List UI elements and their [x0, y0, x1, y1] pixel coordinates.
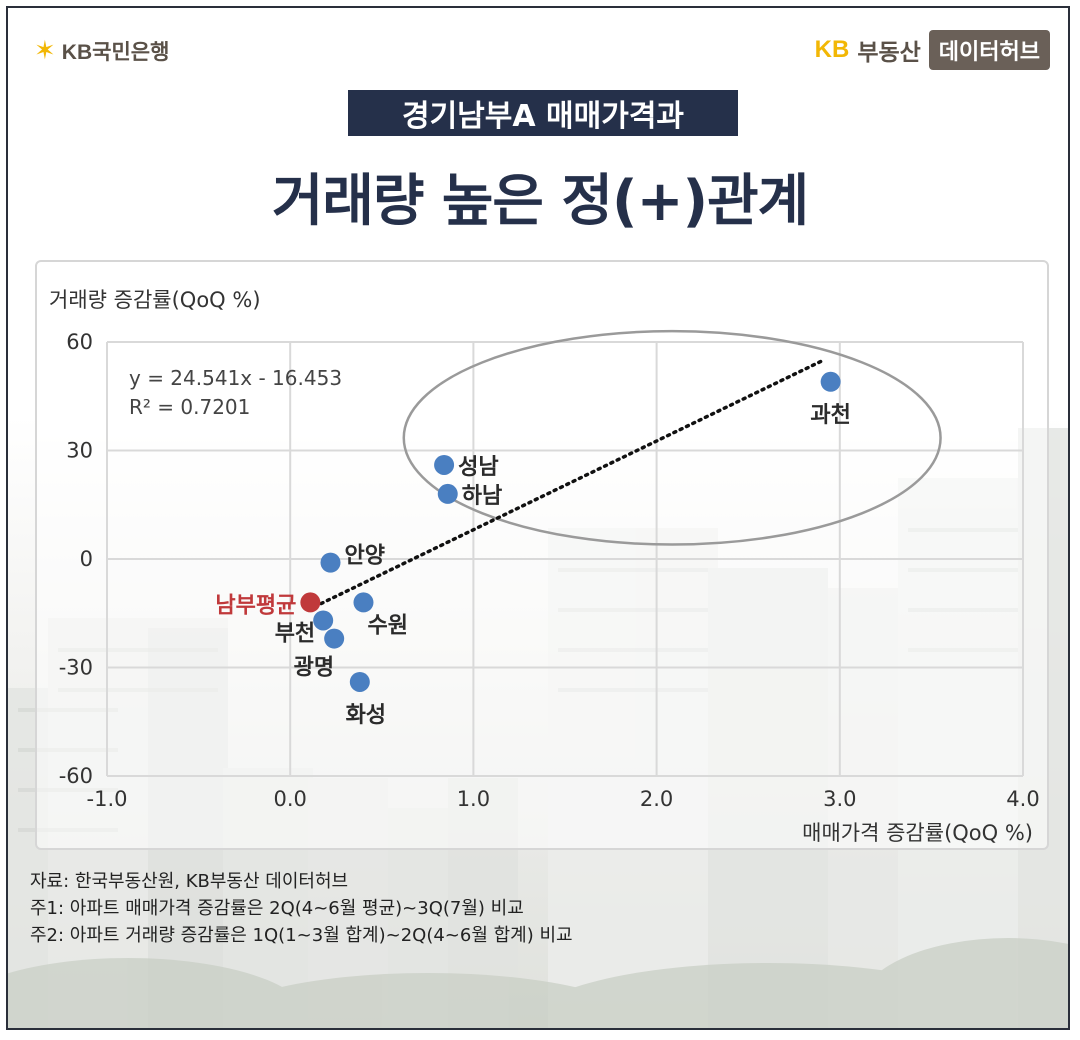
data-point-label: 안양 [345, 544, 385, 569]
data-point-label: 광명 [294, 656, 334, 681]
data-point [434, 454, 455, 475]
average-data-point [300, 592, 321, 613]
data-point-label: 부천 [275, 621, 315, 646]
y-tick-label: 0 [80, 547, 93, 571]
logo-hub-badge: 데이터허브 [928, 30, 1050, 70]
logo-kb-text: KB [814, 36, 850, 63]
data-point [313, 610, 334, 631]
infographic-frame: ✶ KB국민은행 KB 부동산 데이터허브 경기남부A 매매가격과 거래량 높은… [6, 6, 1070, 1030]
data-point-label: 과천 [810, 403, 850, 428]
data-point-label: 수원 [367, 613, 407, 638]
y-tick-label: -30 [59, 656, 93, 680]
data-point [324, 628, 345, 649]
subtitle-banner: 경기남부A 매매가격과 [348, 90, 738, 136]
data-point [437, 483, 458, 504]
x-axis-label: 매매가격 증감률(QoQ %) [802, 821, 1033, 845]
x-tick-label: -1.0 [87, 787, 128, 811]
data-point-label: 하남 [462, 484, 502, 509]
data-point-label: 성남 [458, 455, 498, 480]
x-tick-label: 3.0 [823, 787, 856, 811]
y-tick-label: 30 [66, 439, 93, 463]
y-tick-label: 60 [66, 330, 93, 354]
footnotes: 자료: 한국부동산원, KB부동산 데이터허브 주1: 아파트 매매가격 증감률… [30, 868, 573, 949]
trendline [306, 359, 824, 612]
footnote-2: 주2: 아파트 거래량 증감률은 1Q(1~3월 합계)~2Q(4~6월 합계)… [30, 925, 573, 946]
data-point [349, 671, 370, 692]
data-point-label: 화성 [346, 703, 386, 728]
cluster-highlight-ellipse [402, 329, 942, 546]
x-tick-label: 0.0 [273, 787, 306, 811]
r-squared-value: R² = 0.7201 [129, 395, 250, 419]
kb-real-estate-data-hub-logo: KB 부동산 데이터허브 [815, 30, 1050, 70]
data-point-label: 남부평균 [215, 593, 296, 618]
data-point [320, 552, 341, 573]
data-point [820, 371, 841, 392]
x-tick-label: 4.0 [1006, 787, 1039, 811]
page-title: 거래량 높은 정(+)관계 [271, 169, 809, 234]
kb-kookmin-bank-logo: ✶ KB국민은행 [34, 36, 169, 66]
regression-equation: y = 24.541x - 16.453 [129, 366, 342, 390]
footnote-source: 자료: 한국부동산원, KB부동산 데이터허브 [30, 871, 349, 892]
x-tick-label: 2.0 [640, 787, 673, 811]
kb-bank-logo-text: KB국민은행 [61, 41, 170, 64]
kb-star-icon: ✶ [34, 36, 56, 66]
x-tick-label: 1.0 [457, 787, 490, 811]
data-point [353, 592, 374, 613]
logo-brand-text: 부동산 [857, 40, 921, 66]
y-axis-label: 거래량 증감률(QoQ %) [49, 288, 261, 312]
footnote-1: 주1: 아파트 매매가격 증감률은 2Q(4~6월 평균)~3Q(7월) 비교 [30, 898, 524, 919]
y-tick-label: -60 [59, 764, 93, 788]
